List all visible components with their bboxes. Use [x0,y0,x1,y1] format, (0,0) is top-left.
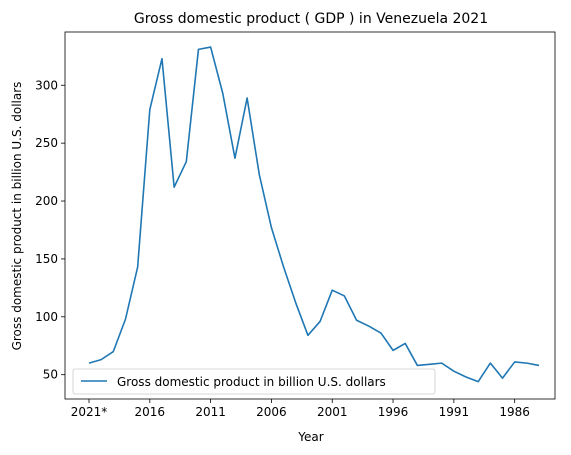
legend-box [72,368,436,395]
y-axis-ticks: 50 100 150 200 250 300 [35,78,65,382]
legend: Gross domestic product in billion U.S. d… [72,368,436,395]
x-tick-label: 2006 [256,405,287,419]
y-tick-label: 50 [43,368,58,382]
x-axis-ticks: 2021* 2016 2011 2006 2001 1996 1991 1986 [71,399,530,419]
y-tick-label: 250 [35,136,58,150]
x-tick-label: 2011 [195,405,226,419]
y-tick-label: 150 [35,252,58,266]
y-axis-label: Gross domestic product in billion U.S. d… [10,82,24,351]
x-tick-label: 1996 [378,405,409,419]
y-tick-label: 200 [35,194,58,208]
series-line [88,46,540,383]
plot-frame [64,31,556,400]
x-tick-label: 2021* [71,405,108,419]
x-axis-label: Year [297,430,323,444]
x-tick-label: 2001 [317,405,348,419]
chart-title: Gross domestic product ( GDP ) in Venezu… [134,11,488,27]
y-tick-label: 300 [35,78,58,92]
x-tick-label: 1991 [439,405,470,419]
legend-label: Gross domestic product in billion U.S. d… [117,375,386,389]
x-tick-label: 1986 [499,405,530,419]
x-tick-label: 2016 [135,405,166,419]
y-tick-label: 100 [35,310,58,324]
